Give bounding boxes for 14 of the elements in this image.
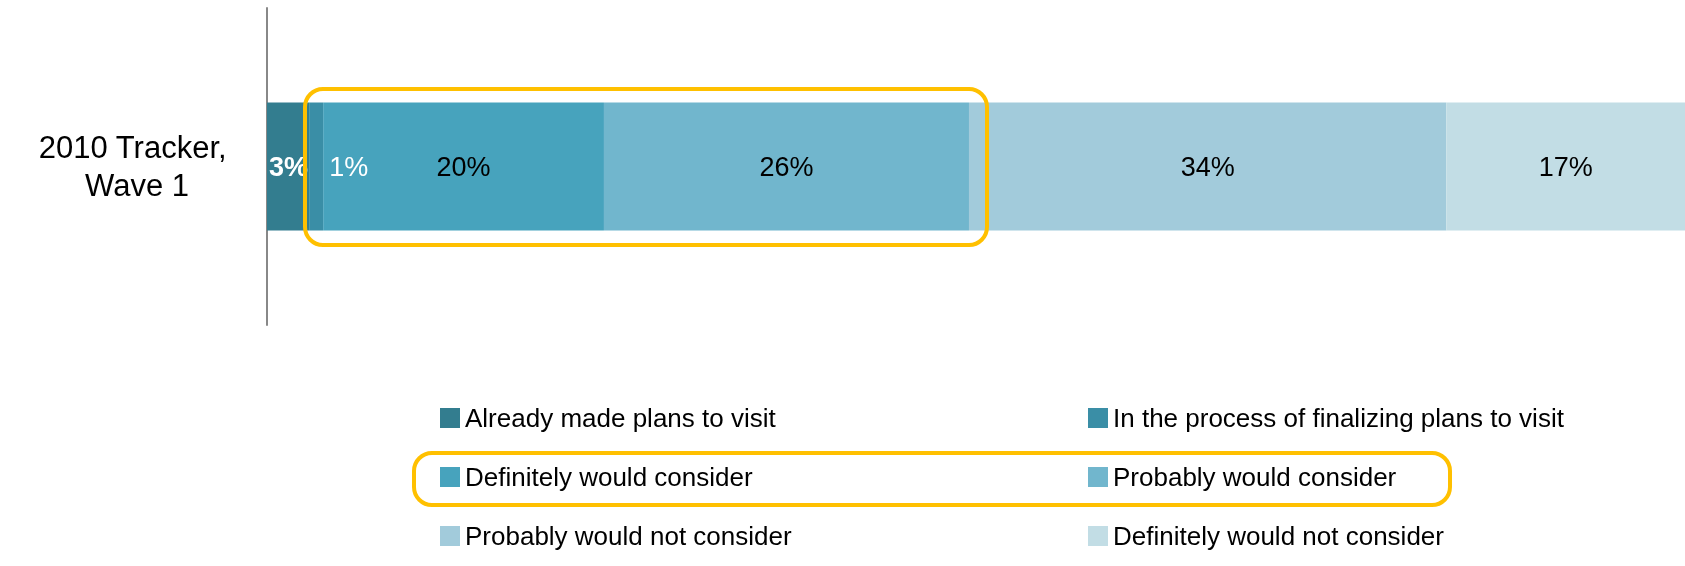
legend-label: Probably would consider <box>1113 462 1397 492</box>
legend-label: Definitely would consider <box>465 462 753 492</box>
legend-label: Definitely would not consider <box>1113 521 1445 551</box>
data-label: 26% <box>759 151 814 182</box>
legend-label: Already made plans to visit <box>465 403 777 433</box>
data-label: 20% <box>436 151 491 182</box>
legend-label: In the process of finalizing plans to visit <box>1113 403 1565 433</box>
bar <box>1446 102 1685 231</box>
y-tick-label: 2010 Tracker, Wave 1 <box>38 130 236 203</box>
bar <box>309 102 324 231</box>
legend-label: Probably would not consider <box>465 521 792 551</box>
data-label: 1% <box>329 151 369 182</box>
data-label: 17% <box>1538 151 1593 182</box>
data-label: 34% <box>1180 151 1235 182</box>
